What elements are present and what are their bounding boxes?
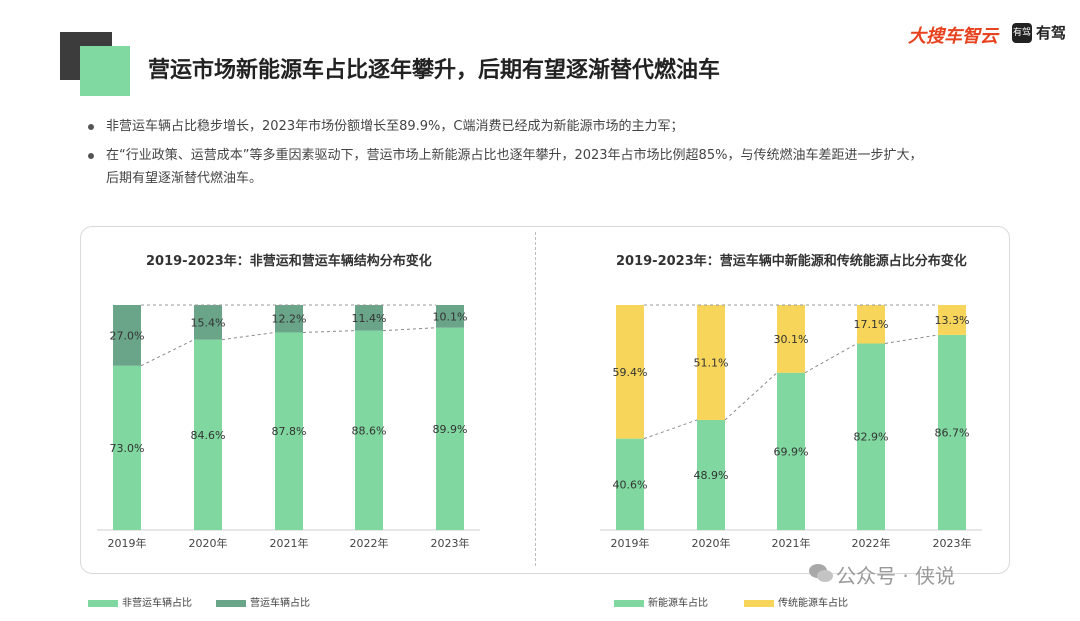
brand-logo-dasouche: 大搜车智云	[908, 26, 998, 47]
chart2-value-label: 30.1%	[774, 333, 809, 346]
chart1-trend-dashed-line	[140, 339, 195, 367]
bullet-item: 非营运车辆占比稳步增长，2023年市场份额增长至89.9%，C端消费已经成为新能…	[88, 116, 683, 138]
chart1-bar-top	[113, 305, 141, 366]
bullet-continuation: 后期有望逐渐替代燃油车。	[88, 168, 262, 190]
bullet-text: 在“行业政策、运营成本”等多重因素驱动下，营运市场上新能源占比也逐年攀升，202…	[106, 148, 923, 163]
chart2-value-label: 51.1%	[694, 356, 729, 369]
legend-swatch	[744, 599, 774, 607]
chart1-tick-label: 2022年	[350, 536, 389, 550]
wechat-icon	[809, 564, 833, 582]
chart1-value-label: 88.6%	[352, 424, 387, 437]
chart1-value-label: 89.9%	[433, 423, 468, 436]
chart2-trend-dashed-line	[804, 343, 858, 374]
chart2-value-label: 69.9%	[774, 445, 809, 458]
chart1-title: 2019-2023年：非营运和营运车辆结构分布变化	[146, 254, 432, 269]
chart1-value-label: 87.8%	[272, 425, 307, 438]
chart1-trend-dashed-line	[302, 330, 356, 333]
charts-panel	[80, 226, 1010, 574]
title-decoration-green	[80, 46, 130, 96]
chart1-value-label: 10.1%	[433, 310, 468, 323]
bullet-text: 后期有望逐渐替代燃油车。	[106, 171, 263, 186]
legend-label: 非营运车辆占比	[122, 598, 192, 609]
legend-swatch	[614, 599, 644, 607]
chart2-value-label: 13.3%	[935, 314, 970, 327]
chart2-tick-label: 2021年	[772, 536, 811, 550]
legend-swatch	[216, 599, 246, 607]
legend-label: 传统能源车占比	[778, 598, 848, 609]
youjia-logo-icon: 有驾	[1012, 23, 1032, 43]
chart2-bar-top	[697, 305, 725, 420]
chart2-bar-bottom	[857, 343, 885, 530]
chart2-trend-dashed-line	[884, 334, 939, 344]
chart2-value-label: 82.9%	[854, 431, 889, 444]
chart2-value-label: 17.1%	[854, 318, 889, 331]
chart2-value-label: 86.7%	[935, 426, 970, 439]
chart2-bar-top	[777, 305, 805, 373]
brand-logo-youjia: 有驾	[1036, 24, 1067, 42]
chart2-legend-item-2: 传统能源车占比	[744, 594, 848, 609]
chart2-tick-label: 2022年	[852, 536, 891, 550]
chart1-legend-item-2: 营运车辆占比	[216, 594, 310, 609]
chart2-bar-bottom	[697, 419, 725, 530]
chart2-bar-top	[616, 305, 644, 439]
chart1-bar-bottom	[355, 330, 383, 530]
chart2-trend-dashed-line	[724, 372, 778, 421]
chart2-value-label: 48.9%	[694, 469, 729, 482]
chart1-value-label: 27.0%	[110, 329, 145, 342]
page-title: 营运市场新能源车占比逐年攀升，后期有望逐渐替代燃油车	[148, 58, 721, 83]
chart1-value-label: 12.2%	[272, 313, 307, 326]
chart2-bar-bottom	[616, 438, 644, 530]
chart1-value-label: 84.6%	[191, 429, 226, 442]
chart1-value-label: 15.4%	[191, 316, 226, 329]
chart1-trend-dashed-line	[221, 331, 276, 341]
watermark-text: 公众号 · 侠说	[836, 564, 956, 588]
chart2-title: 2019-2023年：营运车辆中新能源和传统能源占比分布变化	[616, 254, 967, 269]
chart1-bar-top	[355, 305, 383, 331]
chart2-tick-label: 2023年	[933, 536, 972, 550]
chart1-bar-top	[275, 305, 303, 333]
chart1-bar-top	[194, 305, 222, 340]
chart1-bar-top	[436, 305, 464, 328]
chart2-trend-dashed-line	[643, 419, 698, 440]
chart1-tick-label: 2023年	[431, 536, 470, 550]
chart1-tick-label: 2021年	[270, 536, 309, 550]
chart1-tick-label: 2020年	[189, 536, 228, 550]
chart2-value-label: 59.4%	[613, 366, 648, 379]
chart1-bar-bottom	[436, 327, 464, 530]
chart2-tick-label: 2020年	[692, 536, 731, 550]
legend-label: 新能源车占比	[648, 598, 708, 609]
chart2-bar-bottom	[777, 372, 805, 530]
chart1-bar-bottom	[194, 339, 222, 530]
chart2-tick-label: 2019年	[611, 536, 650, 550]
bullet-dot-icon	[88, 153, 94, 159]
bullet-text: 非营运车辆占比稳步增长，2023年市场份额增长至89.9%，C端消费已经成为新能…	[106, 119, 684, 134]
bullet-dot-icon	[88, 124, 94, 130]
chart1-value-label: 73.0%	[110, 442, 145, 455]
chart1-bar-bottom	[113, 365, 141, 530]
legend-label: 营运车辆占比	[250, 598, 310, 609]
chart1-value-label: 11.4%	[352, 312, 387, 325]
chart2-bar-top	[857, 305, 885, 344]
chart1-tick-label: 2019年	[108, 536, 147, 550]
bullet-item: 在“行业政策、运营成本”等多重因素驱动下，营运市场上新能源占比也逐年攀升，202…	[88, 145, 922, 167]
chart1-trend-dashed-line	[382, 327, 437, 332]
chart1-bar-bottom	[275, 332, 303, 530]
chart2-legend-item-1: 新能源车占比	[614, 594, 708, 609]
legend-swatch	[88, 599, 118, 607]
chart1-legend-item-1: 非营运车辆占比	[88, 594, 192, 609]
charts-divider	[535, 232, 536, 566]
chart2-bar-top	[938, 305, 966, 335]
chart2-bar-bottom	[938, 334, 966, 530]
chart2-value-label: 40.6%	[613, 478, 648, 491]
